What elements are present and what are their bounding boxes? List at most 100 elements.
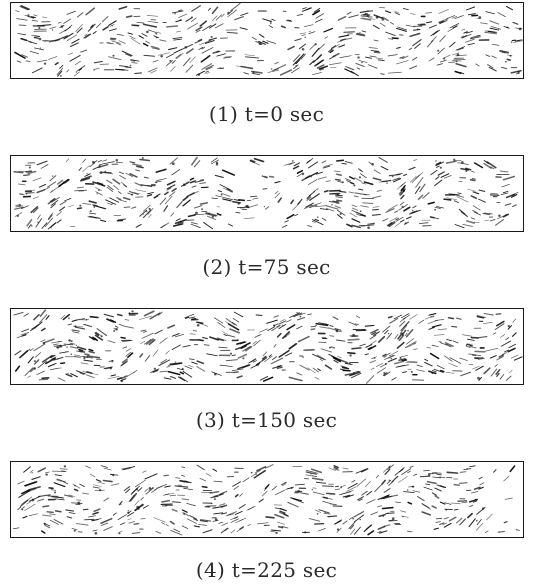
particle-streak [96, 181, 104, 185]
particle-streak [388, 354, 396, 359]
particle-streak [171, 169, 181, 176]
particle-streak [432, 476, 442, 479]
particle-streak [84, 518, 95, 521]
particle-streak [454, 194, 465, 198]
particle-streak [27, 356, 34, 364]
particle-streak [329, 49, 334, 54]
particle-streak [93, 60, 103, 64]
particle-streak [338, 34, 350, 38]
particle-streak [141, 332, 154, 339]
particle-streak [288, 342, 298, 350]
particle-streak [94, 332, 100, 337]
particle-streak [31, 34, 39, 37]
particle-streak [368, 345, 377, 351]
particle-streak [233, 485, 240, 490]
particle-streak [41, 222, 48, 229]
particle-streak [103, 172, 113, 175]
particle-streak [509, 369, 513, 374]
particle-streak [439, 476, 446, 479]
particle-streak [114, 325, 119, 328]
particle-streak [76, 207, 83, 210]
particle-streak [123, 486, 131, 492]
particle-streak [19, 5, 29, 11]
particle-streak [264, 464, 274, 469]
particle-streak [226, 31, 238, 34]
particle-streak [395, 501, 401, 503]
particle-dot [510, 41, 513, 43]
particle-streak [319, 67, 324, 71]
particle-streak [253, 157, 265, 163]
particle-streak [41, 16, 48, 18]
particle-dot [331, 204, 333, 206]
particle-dot [264, 524, 266, 527]
particle-dot [211, 215, 214, 218]
particle-streak [493, 469, 497, 473]
particle-streak [93, 508, 101, 513]
particle-streak [58, 21, 62, 24]
particle-streak [272, 365, 283, 369]
particle-streak [358, 60, 368, 63]
particle-streak [318, 65, 328, 70]
particle-streak [489, 355, 497, 359]
particle-streak [401, 468, 412, 475]
particle-streak [502, 190, 509, 194]
particle-streak [361, 182, 366, 185]
particle-streak [29, 469, 34, 473]
particle-streak [287, 333, 291, 336]
particle-streak [360, 15, 373, 18]
particle-streak [118, 323, 126, 327]
particle-streak [135, 169, 141, 172]
particle-dot [53, 491, 57, 494]
particle-streak [59, 200, 67, 206]
particle-streak [332, 52, 340, 58]
particle-streak [353, 195, 359, 198]
particle-streak [194, 39, 203, 44]
particle-streak [24, 367, 34, 376]
particle-streak [89, 473, 96, 478]
particle-streak [147, 29, 157, 33]
particle-streak [431, 344, 439, 348]
particle-streak [211, 6, 219, 15]
particle-streak [341, 366, 350, 370]
particle-streak [307, 367, 316, 374]
particle-streak [221, 169, 236, 176]
particle-streak [385, 31, 396, 36]
particle-streak [37, 498, 45, 502]
particle-dot [257, 365, 259, 367]
particle-streak [318, 509, 330, 514]
particle-streak [335, 202, 340, 205]
particle-streak [217, 338, 224, 342]
particle-dot [315, 324, 317, 327]
particle-streak [95, 191, 103, 196]
particle-streak [383, 488, 391, 493]
particle-streak [455, 317, 462, 320]
particle-streak [67, 323, 73, 326]
particle-streak [116, 377, 122, 380]
particle-streak [365, 481, 371, 488]
particle-dot [339, 212, 342, 215]
particle-streak [434, 487, 442, 492]
particle-streak [76, 318, 85, 321]
particle-streak [258, 498, 264, 503]
particle-dot [77, 501, 81, 505]
particle-dot [399, 357, 402, 360]
particle-streak [147, 67, 158, 73]
particle-streak [184, 365, 193, 370]
particle-streak [84, 33, 92, 39]
particle-streak [394, 10, 400, 14]
particle-dot [52, 175, 54, 177]
particle-streak [327, 515, 338, 518]
particle-streak [446, 338, 452, 342]
particle-streak [303, 24, 314, 27]
particle-streak [97, 481, 106, 485]
particle-streak [69, 346, 79, 349]
particle-streak [359, 169, 364, 173]
particle-streak [193, 518, 199, 521]
particle-streak [117, 514, 127, 521]
particle-dot [112, 54, 115, 57]
particle-streak [190, 17, 197, 22]
particle-streak [65, 373, 73, 378]
particle-streak [43, 338, 55, 344]
particle-streak [204, 212, 217, 217]
particle-streak [485, 11, 496, 15]
